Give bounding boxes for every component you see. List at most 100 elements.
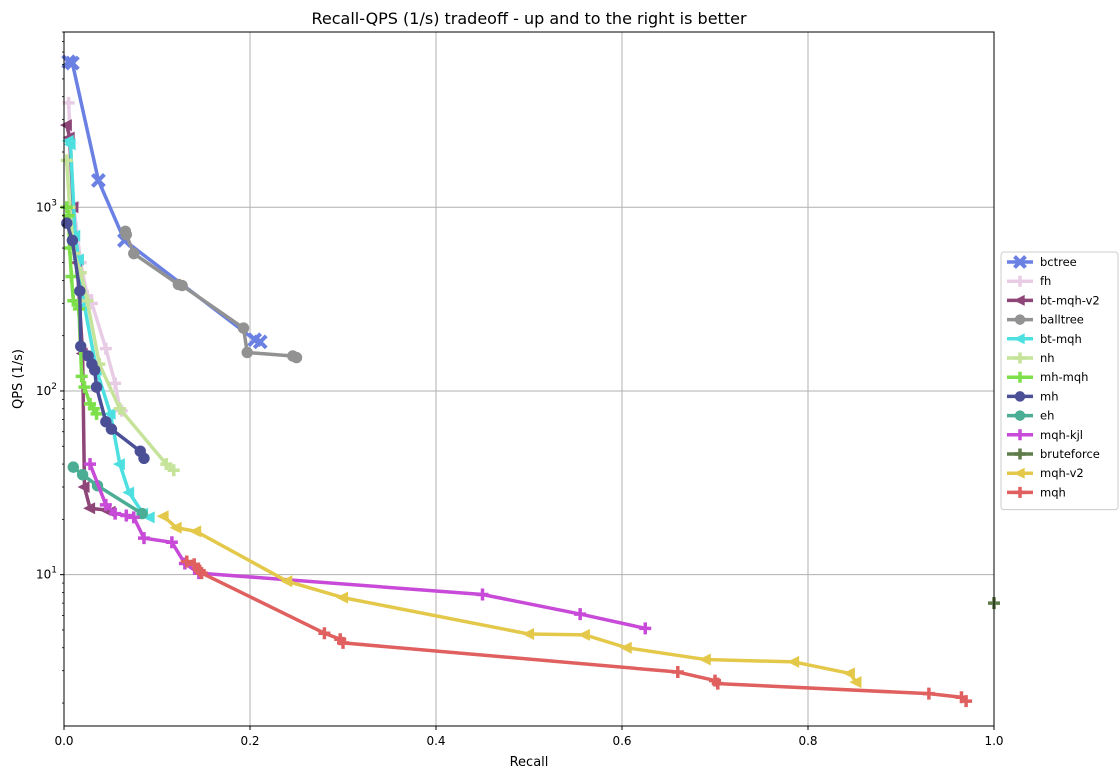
legend-marker	[1013, 255, 1027, 269]
legend-item-mqh-kjl: mqh-kjl	[1007, 428, 1083, 442]
legend-label: bruteforce	[1040, 447, 1100, 461]
data-point-mqh	[180, 555, 193, 568]
series-balltree	[119, 225, 303, 364]
data-point-mqh	[671, 666, 684, 679]
data-point-mqh-v2	[336, 591, 349, 604]
legend-marker	[1014, 314, 1026, 325]
legend-marker	[1014, 410, 1026, 421]
data-point-bctree	[64, 55, 80, 71]
data-point-bt-mqh-v2	[83, 502, 96, 515]
data-point-nh	[160, 458, 173, 471]
y-tick-label: 103	[36, 198, 57, 214]
data-point-mqh-v2	[577, 628, 590, 641]
data-point-fh	[99, 342, 112, 355]
legend-item-bctree: bctree	[1007, 255, 1077, 269]
data-point-mqh-v2	[169, 521, 182, 534]
legend-label: mh	[1040, 389, 1059, 403]
data-point-nh	[81, 294, 94, 307]
legend-label: mh-mqh	[1040, 370, 1088, 384]
data-point-mqh-v2	[280, 575, 293, 588]
series-layer	[59, 54, 1000, 708]
data-point-mqh-v2	[849, 676, 862, 689]
data-point-mqh-kjl	[120, 509, 133, 522]
data-point-mh	[88, 364, 101, 376]
legend-label: bctree	[1040, 255, 1077, 269]
legend-label: bt-mqh	[1040, 332, 1082, 346]
data-point-balltree	[237, 322, 250, 334]
data-point-mh-mqh	[90, 407, 103, 420]
data-point-mqh-v2	[698, 653, 711, 666]
y-axis-label: QPS (1/s)	[11, 349, 26, 409]
data-point-mqh-v2	[787, 655, 800, 668]
data-point-eh	[76, 469, 89, 481]
legend-marker	[1013, 467, 1025, 479]
legend-item-bt-mqh: bt-mqh	[1007, 332, 1082, 346]
x-tick-label: 0.4	[426, 734, 445, 748]
data-point-fh	[109, 377, 122, 390]
x-tick-label: 0.2	[240, 734, 259, 748]
legend-marker	[1013, 294, 1025, 306]
data-point-nh	[167, 464, 180, 477]
data-point-bctree	[90, 173, 106, 188]
series-bctree	[61, 54, 268, 350]
data-point-mqh	[195, 567, 208, 580]
y-tick-label: 102	[36, 382, 57, 398]
data-point-bt-mqh	[122, 486, 135, 499]
data-point-mqh-kjl	[639, 622, 652, 635]
legend-label: nh	[1040, 351, 1055, 365]
data-point-mh	[105, 423, 118, 435]
data-point-mqh-v2	[619, 641, 632, 654]
legend-label: balltree	[1040, 313, 1084, 327]
data-point-mqh-kjl	[165, 536, 178, 549]
data-point-mqh	[318, 627, 331, 640]
data-point-mqh-v2	[189, 525, 202, 538]
legend-marker	[1014, 429, 1026, 441]
series-line-eh	[71, 465, 144, 516]
data-point-mqh-kjl	[137, 532, 150, 545]
data-point-balltree	[176, 279, 188, 292]
legend-label: mqh-v2	[1040, 466, 1084, 480]
x-axis-ticks: 0.0 0.2 0.4 0.6 0.8 1.0	[54, 726, 1004, 748]
legend-item-bt-mqh-v2: bt-mqh-v2	[1007, 293, 1100, 307]
legend: bctree fh bt-mqh-v2 balltree bt-mqh nh mh-mqh m…	[1000, 251, 1119, 511]
legend-marker	[1014, 371, 1026, 383]
legend-label: mqh	[1040, 485, 1066, 499]
data-point-bt-mqh	[103, 407, 116, 420]
data-point-balltree	[120, 228, 133, 241]
series-mh	[61, 217, 150, 464]
data-point-mh-mqh	[78, 381, 91, 394]
data-point-nh	[113, 402, 126, 415]
x-tick-label: 0.8	[798, 734, 817, 748]
data-point-mqh-v2	[522, 628, 535, 641]
data-point-mqh	[922, 687, 935, 700]
data-point-mqh-v2	[842, 667, 855, 680]
legend-marker	[1014, 448, 1026, 460]
data-point-mqh-kjl	[127, 511, 140, 524]
x-tick-label: 0.0	[54, 734, 73, 748]
data-point-mh	[61, 217, 73, 229]
data-point-mh	[74, 285, 86, 297]
legend-item-nh: nh	[1007, 351, 1055, 365]
data-point-bt-mqh	[142, 511, 155, 524]
legend-box	[1000, 251, 1119, 511]
data-point-balltree	[241, 346, 253, 359]
data-point-bctree	[252, 334, 268, 350]
data-point-bt-mqh-v2	[77, 481, 90, 494]
series-mqh	[180, 555, 973, 708]
data-point-mqh	[711, 677, 724, 690]
legend-item-mqh-v2: mqh-v2	[1007, 466, 1084, 480]
legend-marker	[1014, 352, 1026, 364]
legend-item-fh: fh	[1007, 274, 1051, 288]
data-point-mqh	[188, 558, 201, 571]
series-mqh-v2	[156, 510, 862, 689]
data-point-mh	[75, 340, 87, 353]
data-point-bt-mqh	[63, 138, 76, 151]
chart-title: Recall-QPS (1/s) tradeoff - up and to th…	[311, 9, 746, 28]
data-point-fh	[62, 96, 75, 109]
data-point-bt-mqh	[112, 458, 125, 471]
x-tick-label: 1.0	[984, 734, 1003, 748]
data-point-nh	[60, 154, 73, 167]
data-point-mqh-kjl	[574, 608, 587, 621]
